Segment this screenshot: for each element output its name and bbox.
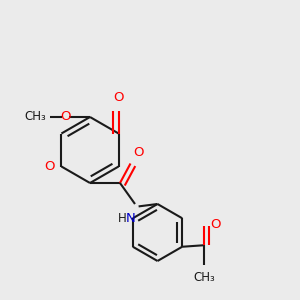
Text: O: O [113, 91, 124, 103]
Text: CH₃: CH₃ [24, 110, 46, 124]
Text: O: O [133, 146, 143, 159]
Text: O: O [44, 160, 55, 173]
Text: O: O [210, 218, 221, 231]
Text: H: H [118, 212, 127, 224]
Text: CH₃: CH₃ [193, 271, 215, 284]
Text: N: N [126, 212, 136, 224]
Text: O: O [60, 110, 71, 124]
